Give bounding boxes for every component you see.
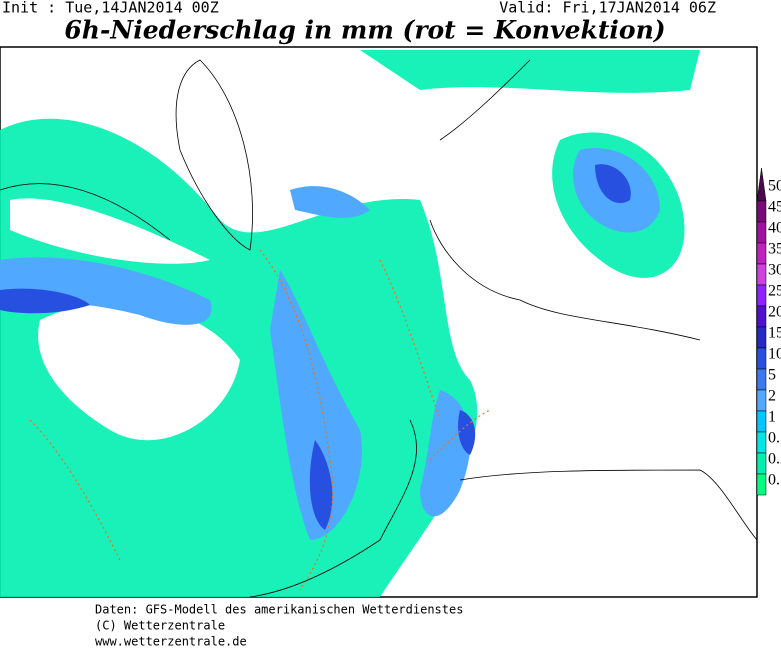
valid-time: Valid: Fri,17JAN2014 06Z xyxy=(499,0,716,17)
map xyxy=(0,46,758,598)
colorbar-label: 50 xyxy=(768,178,781,195)
footer-line: Daten: GFS-Modell des amerikanischen Wet… xyxy=(95,603,463,617)
colorbar-segment xyxy=(756,200,767,223)
colorbar: 50 45 40 35 30 25 20 15 10 5 2 1 0.5 0.2 0.1 xyxy=(756,167,781,496)
colorbar-label: 35 xyxy=(768,241,781,258)
colorbar-label: 2 xyxy=(768,388,776,405)
colorbar-segment xyxy=(756,221,767,244)
colorbar-label: 20 xyxy=(768,304,781,321)
colorbar-label: 0.1 xyxy=(768,472,781,489)
colorbar-segment xyxy=(756,347,767,370)
colorbar-label: 15 xyxy=(768,325,781,342)
colorbar-segment xyxy=(756,284,767,307)
colorbar-label: 45 xyxy=(768,199,781,216)
colorbar-segment xyxy=(756,326,767,349)
colorbar-segment xyxy=(756,242,767,265)
colorbar-label: 40 xyxy=(768,220,781,237)
colorbar-segment xyxy=(756,452,767,475)
colorbar-segment xyxy=(756,431,767,454)
colorbar-label: 0.5 xyxy=(768,430,781,447)
colorbar-label: 5 xyxy=(768,367,776,384)
map-title: 6h-Niederschlag in mm (rot = Konvektion) xyxy=(64,16,665,45)
colorbar-segment xyxy=(756,473,767,496)
colorbar-label: 0.2 xyxy=(768,451,781,468)
init-time: Init : Tue,14JAN2014 00Z xyxy=(2,0,219,17)
colorbar-segment xyxy=(756,410,767,433)
footer-line: (C) Wetterzentrale xyxy=(95,619,225,633)
colorbar-segment xyxy=(756,263,767,286)
colorbar-label: 30 xyxy=(768,262,781,279)
colorbar-segment xyxy=(756,368,767,391)
colorbar-label: 1 xyxy=(768,409,776,426)
colorbar-segment xyxy=(756,389,767,412)
colorbar-segment xyxy=(756,305,767,328)
footer-line: www.wetterzentrale.de xyxy=(95,635,247,648)
colorbar-label: 10 xyxy=(768,346,781,363)
colorbar-label: 25 xyxy=(768,283,781,300)
colorbar-segment xyxy=(756,167,767,202)
